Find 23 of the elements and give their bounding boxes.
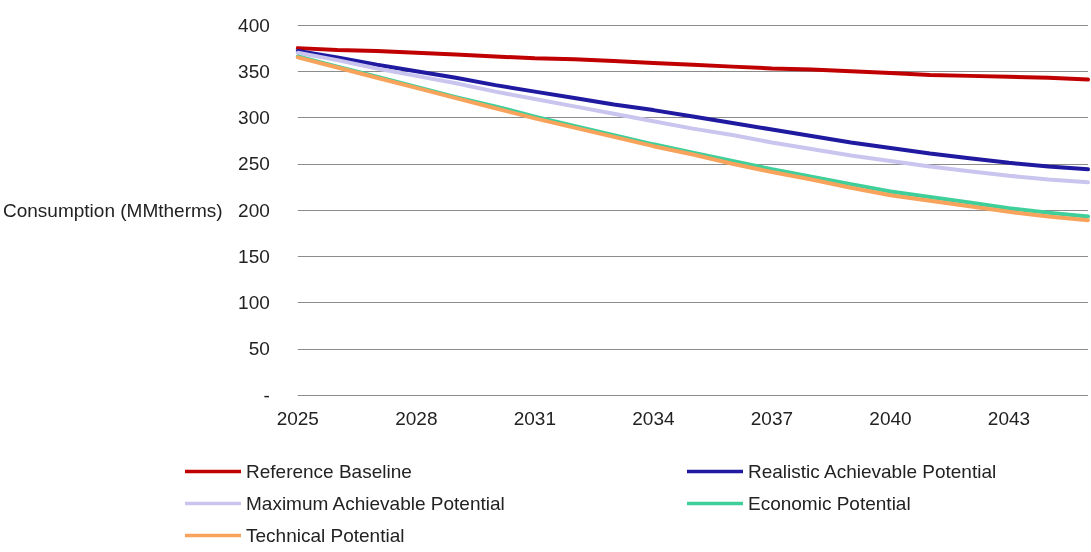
y-tick-label: 100 <box>238 292 270 313</box>
y-tick-label: 150 <box>238 245 270 267</box>
x-tick-label: 2028 <box>395 408 438 429</box>
y-tick-label: 200 <box>238 199 270 221</box>
x-tick-label: 2025 <box>276 408 319 429</box>
x-tick-label: 2031 <box>513 408 556 429</box>
x-tick-label: 2043 <box>987 408 1031 429</box>
legend-label: Realistic Achievable Potential <box>748 461 997 482</box>
legend-label: Technical Potential <box>246 525 405 546</box>
x-tick-label: 2040 <box>869 408 912 429</box>
y-tick-label: 350 <box>238 60 270 82</box>
y-tick-label: 400 <box>238 14 270 36</box>
legend-label: Economic Potential <box>748 493 911 514</box>
y-tick-label: 50 <box>248 338 270 360</box>
y-tick-label: - <box>263 384 270 406</box>
line-series <box>295 46 1090 82</box>
legend-label: Maximum Achievable Potential <box>246 493 505 514</box>
legend-label: Reference Baseline <box>246 461 412 482</box>
x-tick-label: 2037 <box>750 408 794 429</box>
x-tick-label: 2034 <box>632 408 675 429</box>
y-tick-label: 250 <box>238 153 270 175</box>
y-tick-label: 300 <box>238 107 270 128</box>
y-axis-title: Consumption (MMtherms) <box>3 199 223 221</box>
